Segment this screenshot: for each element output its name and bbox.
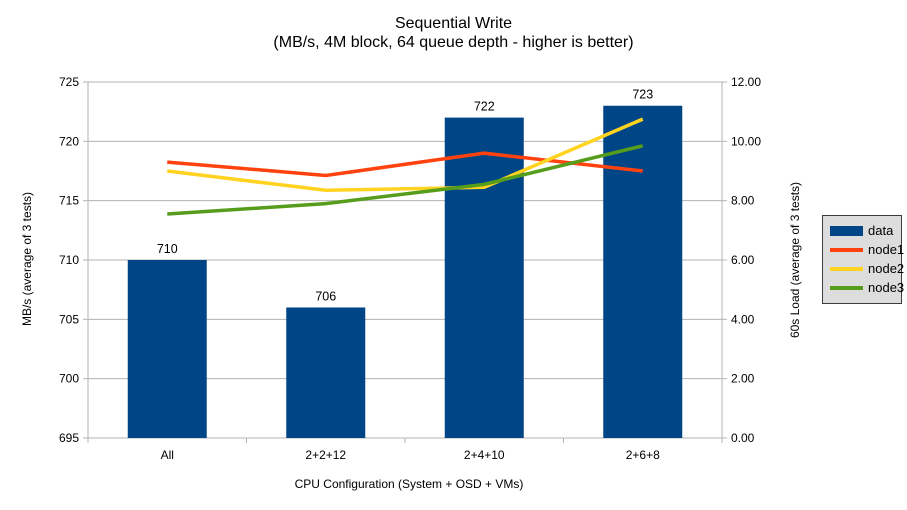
legend-item-node2: node2 (830, 261, 904, 277)
y-right-tick-label: 12.00 (731, 75, 761, 89)
legend-label: node1 (868, 242, 905, 257)
bar (444, 117, 524, 438)
line-series-node2 (167, 117, 644, 193)
line-series-node3 (167, 144, 644, 216)
y-right-tick-label: 8.00 (731, 194, 755, 208)
legend-item-node3: node3 (830, 280, 904, 296)
legend-swatch-line (830, 248, 863, 252)
bar (603, 105, 683, 438)
y-right-tick-label: 2.00 (731, 372, 755, 386)
bar-data-label: 723 (632, 88, 653, 102)
y-left-tick-label: 725 (59, 75, 79, 89)
title-block: Sequential Write (MB/s, 4M block, 64 que… (0, 14, 907, 52)
legend-item-node1: node1 (830, 242, 904, 258)
x-axis-title: CPU Configuration (System + OSD + VMs) (294, 477, 524, 491)
bar-data-label: 710 (157, 242, 178, 256)
y-right-tick-label: 6.00 (731, 253, 755, 267)
bar (286, 307, 366, 438)
bar-data-label: 706 (315, 289, 336, 303)
legend-label: data (868, 223, 894, 238)
y-left-tick-label: 695 (59, 431, 79, 445)
y-left-tick-label: 700 (59, 372, 79, 386)
y-left-tick-label: 715 (59, 194, 79, 208)
right-axis-title: 60s Load (average of 3 tests) (788, 181, 802, 339)
chart-subtitle: (MB/s, 4M block, 64 queue depth - higher… (273, 34, 634, 51)
legend-item-data: data (830, 223, 897, 239)
x-category-label: All (161, 448, 174, 462)
legend: data node1 node2 node3 (822, 215, 904, 304)
x-category-label: 2+4+10 (464, 448, 505, 462)
y-right-tick-label: 4.00 (731, 312, 755, 326)
legend-swatch-bar (830, 226, 863, 236)
legend-label: node2 (868, 261, 905, 276)
y-left-tick-label: 720 (59, 134, 79, 148)
chart-title: Sequential Write (394, 15, 513, 32)
legend-label: node3 (868, 280, 905, 295)
bar-data-label: 722 (474, 100, 495, 114)
legend-swatch-line (830, 267, 863, 271)
y-left-tick-label: 710 (59, 253, 79, 267)
legend-swatch-line (830, 286, 863, 290)
x-category-label: 2+6+8 (626, 448, 660, 462)
left-axis-title: MB/s (average of 3 tests) (20, 191, 34, 327)
y-right-tick-label: 0.00 (731, 431, 755, 445)
y-right-tick-label: 10.00 (731, 134, 761, 148)
line-series-node1 (167, 151, 643, 178)
y-left-tick-label: 705 (59, 312, 79, 326)
bar (127, 260, 207, 438)
x-category-label: 2+2+12 (305, 448, 346, 462)
